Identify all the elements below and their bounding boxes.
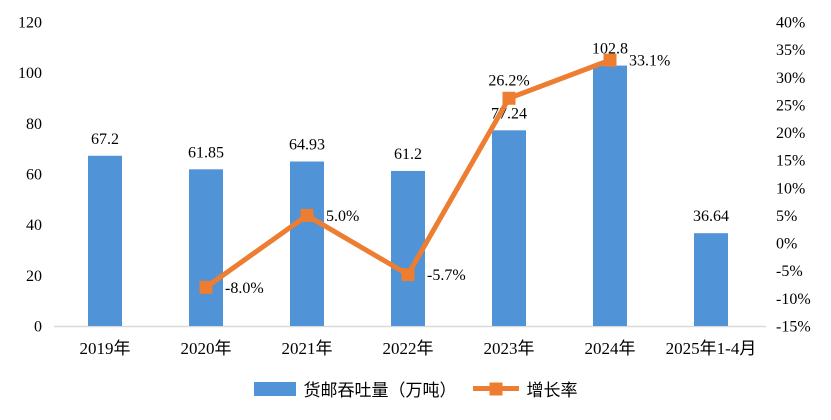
x-axis-label: 2019年 — [80, 339, 131, 358]
secondary-axis-tick-label: -5% — [776, 263, 803, 280]
line-value-label: -5.7% — [427, 267, 466, 284]
bar-value-label: 36.64 — [693, 208, 729, 225]
x-axis-label: 2025年1-4月 — [666, 339, 757, 358]
secondary-axis-tick-label: 25% — [776, 97, 805, 114]
line-marker-icon — [401, 268, 415, 282]
bar-value-label: 67.2 — [91, 131, 119, 148]
secondary-axis-tick-label: 0% — [776, 236, 797, 253]
secondary-axis-tick-label: 35% — [776, 42, 805, 59]
line-value-label: 5.0% — [326, 208, 359, 225]
bar-value-label: 61.2 — [394, 146, 422, 163]
secondary-axis-tick-label: 30% — [776, 70, 805, 87]
y-axis-tick-label: 80 — [26, 116, 42, 133]
x-axis-label: 2023年 — [484, 339, 535, 358]
x-axis-label: 2020年 — [181, 339, 232, 358]
y-axis-tick-label: 100 — [18, 65, 42, 82]
legend-label-growth-rate: 增长率 — [526, 381, 578, 400]
secondary-axis-tick-label: 40% — [776, 15, 805, 32]
secondary-axis-tick-label: -15% — [776, 319, 811, 336]
bar — [290, 161, 324, 326]
secondary-axis-tick-label: 15% — [776, 153, 805, 170]
legend-bar-swatch-icon — [253, 381, 296, 396]
y-axis-tick-label: 0 — [34, 319, 42, 336]
bar — [492, 130, 526, 326]
secondary-axis-tick-label: 5% — [776, 208, 797, 225]
bar-value-label: 102.8 — [592, 41, 628, 58]
legend: 货邮吞吐量（万吨） 增长率 — [0, 376, 831, 401]
secondary-axis-tick-label: 20% — [776, 125, 805, 142]
line-value-label: 33.1% — [629, 53, 670, 70]
y-axis-tick-label: 60 — [26, 167, 42, 184]
legend-item-growth-rate: 增长率 — [472, 376, 578, 401]
line-marker-icon — [199, 280, 213, 294]
secondary-axis-tick-label: 10% — [776, 180, 805, 197]
line-marker-icon — [502, 91, 516, 105]
line-marker-icon — [300, 208, 314, 222]
line-value-label: 26.2% — [488, 72, 529, 89]
secondary-axis-tick-label: -10% — [776, 291, 811, 308]
bar-value-label: 61.85 — [188, 144, 224, 161]
x-axis-label: 2024年 — [585, 339, 636, 358]
y-axis-tick-label: 20 — [26, 268, 42, 285]
bar — [189, 169, 223, 326]
line-marker-icon — [603, 53, 617, 67]
bar-value-label: 64.93 — [289, 137, 325, 154]
bar — [88, 155, 122, 326]
bar — [694, 233, 728, 326]
legend-label-throughput: 货邮吞吐量（万吨） — [303, 381, 457, 400]
bar — [593, 65, 627, 326]
x-axis-label: 2021年 — [282, 339, 333, 358]
legend-line-marker-icon — [489, 382, 502, 395]
y-axis-tick-label: 120 — [18, 15, 42, 32]
x-axis-label: 2022年 — [383, 339, 434, 358]
legend-item-throughput: 货邮吞吐量（万吨） — [253, 376, 457, 401]
legend-line-swatch-icon — [472, 382, 519, 395]
bar — [391, 170, 425, 326]
y-axis-tick-label: 40 — [26, 217, 42, 234]
line-value-label: -8.0% — [225, 280, 264, 297]
